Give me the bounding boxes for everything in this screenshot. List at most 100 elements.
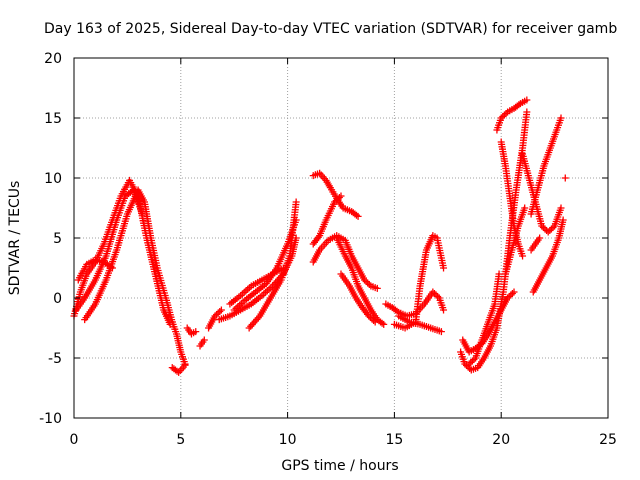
data-point [502, 110, 510, 117]
y-tick-label: 15 [44, 111, 62, 127]
data-point [468, 357, 476, 365]
data-point [360, 276, 368, 284]
y-tick-label: 0 [53, 291, 62, 307]
data-point [279, 264, 287, 272]
x-axis-label: GPS time / hours [281, 458, 398, 474]
series-track-l [245, 198, 300, 332]
series-track-x [465, 270, 503, 368]
series-track-a [70, 176, 174, 328]
data-point [337, 192, 345, 200]
data-point [242, 287, 250, 295]
data-point [464, 363, 472, 371]
data-point [538, 222, 546, 230]
series-track-u [395, 312, 445, 336]
series-track-ae [527, 234, 544, 254]
data-point [515, 101, 523, 109]
data-point [292, 198, 300, 206]
data-point [521, 204, 529, 212]
data-point [378, 319, 386, 327]
data-point [352, 211, 360, 219]
y-tick-label: 10 [44, 171, 62, 187]
series-track-m [226, 264, 287, 308]
series-track-q [333, 234, 388, 328]
data-point [561, 174, 569, 182]
x-tick-label: 5 [176, 432, 185, 448]
series-track-aa [501, 204, 529, 278]
series-track-h [196, 336, 208, 350]
series-track-ad [529, 216, 567, 296]
data-point [364, 279, 372, 287]
data-point [332, 197, 340, 204]
data-point [366, 314, 374, 321]
series-track-af [561, 174, 569, 182]
data-point [331, 198, 339, 206]
data-point [181, 361, 189, 369]
data-point [523, 108, 531, 116]
data-point [440, 306, 448, 314]
series-track-d [74, 256, 116, 284]
data-point [240, 288, 248, 296]
data-point [544, 228, 552, 236]
series-track-p [309, 232, 381, 292]
data-point [200, 336, 208, 344]
data-point [523, 96, 531, 104]
data-point [437, 328, 445, 336]
data-point [467, 359, 475, 366]
data-point [430, 290, 438, 297]
data-point [211, 312, 219, 320]
data-point [371, 318, 379, 326]
data-point [262, 288, 270, 296]
series-track-b [72, 186, 146, 314]
data-point [362, 278, 370, 285]
series-track-r [337, 270, 379, 326]
x-tick-label: 10 [279, 432, 297, 448]
data-point [505, 293, 513, 300]
x-tick-label: 0 [70, 432, 79, 448]
data-point [440, 264, 448, 272]
data-point [557, 114, 565, 122]
series-track-y [493, 96, 531, 134]
data-point [559, 216, 567, 224]
y-tick-label: 20 [44, 51, 62, 67]
data-point [434, 293, 442, 300]
series-track-e [168, 318, 189, 368]
data-point [192, 328, 200, 336]
x-tick-label: 25 [599, 432, 617, 448]
data-point [368, 315, 376, 323]
data-point [217, 306, 225, 314]
data-point [541, 225, 549, 233]
data-point [470, 356, 478, 363]
data-point [495, 270, 503, 278]
data-point [536, 234, 544, 242]
x-tick-label: 15 [385, 432, 403, 448]
data-point [465, 360, 473, 368]
data-point [499, 113, 507, 120]
data-point [432, 291, 440, 299]
data-point [507, 291, 515, 299]
data-point [213, 311, 221, 318]
series-track-o [309, 192, 345, 248]
data-point [508, 290, 516, 297]
data-point [314, 233, 322, 241]
data-point [365, 281, 373, 288]
data-point [108, 264, 116, 272]
data-point [365, 312, 373, 320]
data-point [214, 309, 222, 317]
series-track-c [81, 186, 176, 326]
data-point [547, 225, 555, 233]
data-point [539, 224, 547, 231]
data-point [546, 227, 554, 234]
data-point [354, 212, 362, 220]
axis-ticks: 0 5 10 15 20 25 -10 -5 0 5 10 15 20 [39, 51, 617, 448]
y-tick-label: -10 [39, 411, 62, 427]
series-track-n [309, 169, 362, 220]
data-point [373, 284, 381, 292]
data-points [70, 96, 569, 376]
data-point [504, 294, 512, 302]
series-track-i [205, 306, 225, 332]
data-point [335, 194, 343, 201]
data-point [429, 288, 437, 296]
data-point [244, 285, 252, 293]
series-track-g [183, 324, 200, 338]
data-point [519, 252, 527, 260]
